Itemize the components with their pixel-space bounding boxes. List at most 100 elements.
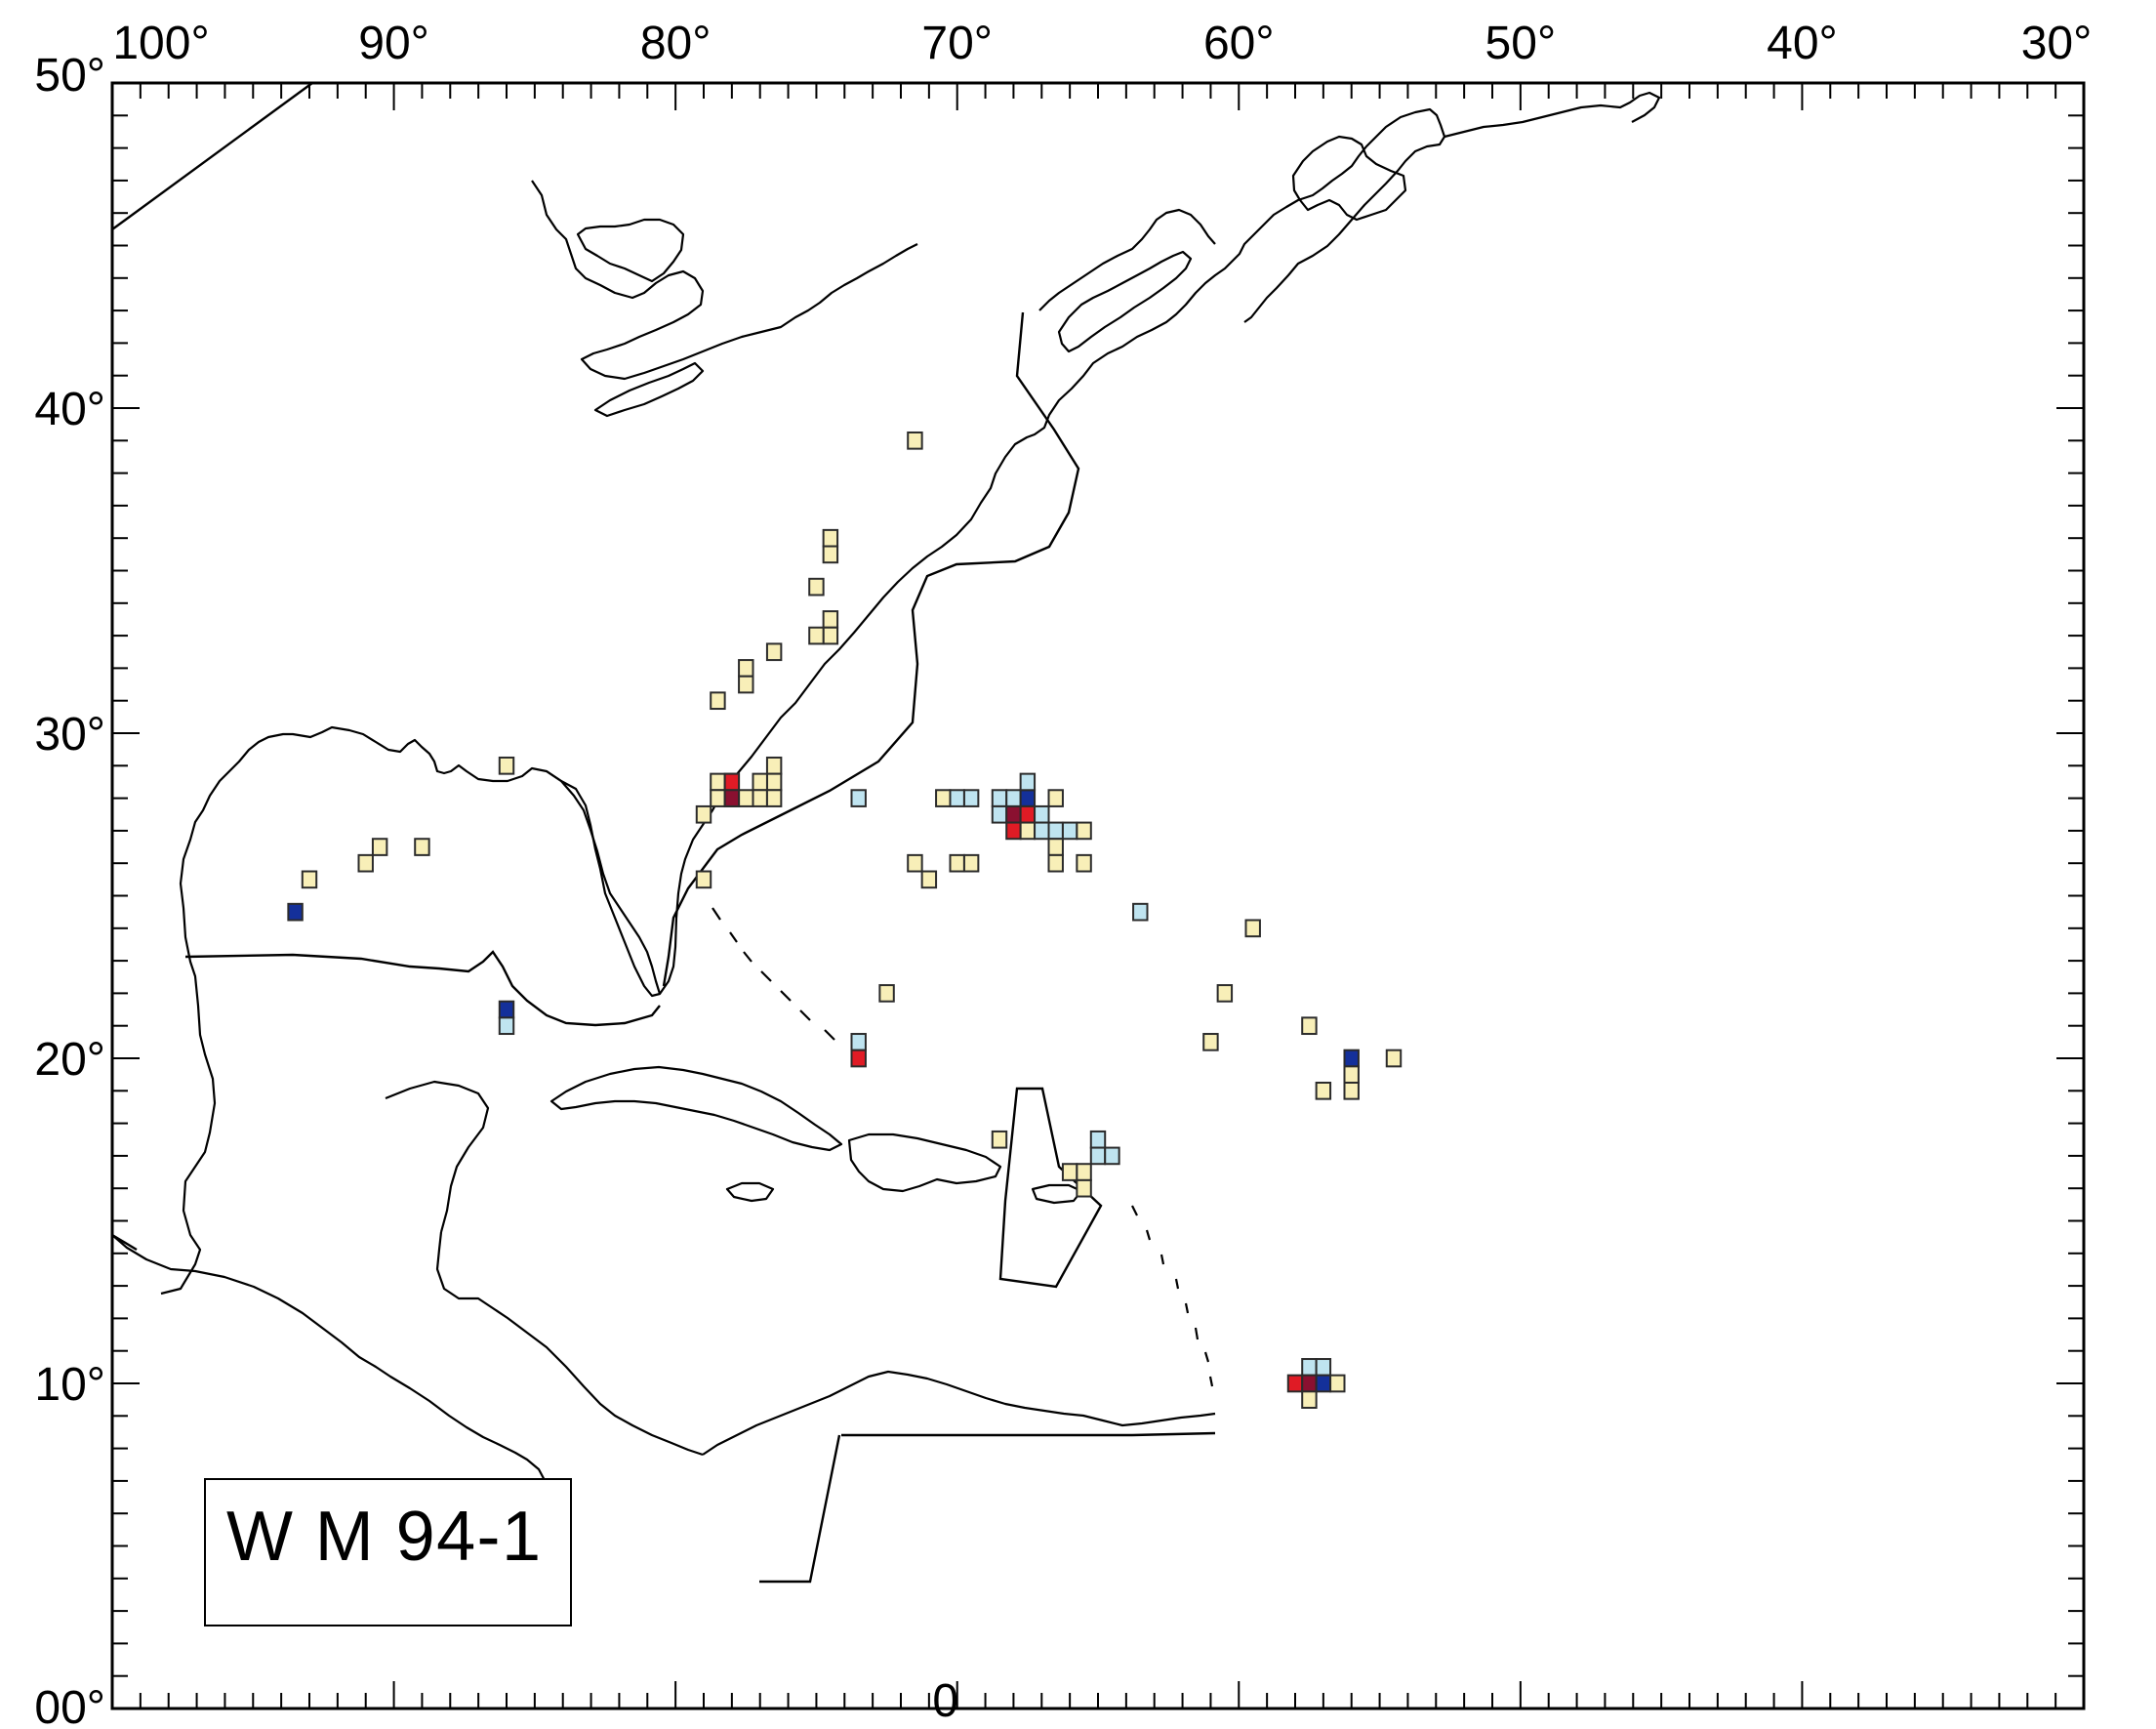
observation-cell — [949, 853, 965, 873]
observation-cell — [710, 691, 726, 711]
latitude-label: 50° — [34, 50, 105, 102]
longitude-label: 90° — [358, 18, 429, 69]
observation-cell — [920, 870, 938, 889]
observation-cell — [498, 1000, 515, 1019]
observation-cell — [765, 772, 783, 792]
latitude-label: 20° — [34, 1034, 105, 1086]
observation-cell — [1315, 1081, 1332, 1100]
lesser-antilles — [1131, 1205, 1214, 1387]
observation-cell — [1047, 821, 1064, 841]
observation-cell — [1019, 821, 1037, 841]
longitude-label: 60° — [1203, 18, 1275, 69]
lake-huron-outline — [576, 218, 685, 283]
puerto-rico-boundary — [998, 1087, 1103, 1289]
latitude-label: 40° — [34, 384, 105, 435]
longitude-label: 30° — [2021, 18, 2093, 69]
observation-cell — [1301, 1016, 1318, 1036]
legend-box — [204, 1478, 572, 1626]
observation-cell — [1034, 804, 1050, 824]
observation-cell — [822, 528, 839, 548]
observation-cell — [371, 838, 388, 856]
latitude-labels: 50° 40° 30° 20° 10° 00° — [34, 50, 105, 1729]
observation-cell — [1076, 821, 1092, 841]
observation-cell — [1089, 1130, 1107, 1149]
observation-cell — [1061, 1163, 1078, 1181]
observation-cell — [949, 789, 965, 807]
longitude-label: 50° — [1485, 18, 1557, 69]
observation-cell — [752, 772, 768, 792]
observation-cell — [1385, 1049, 1403, 1068]
observation-cell — [1343, 1065, 1360, 1084]
caribbean-south-boundary — [841, 1431, 1216, 1437]
observation-cell — [1343, 1081, 1360, 1100]
observation-cell — [991, 789, 1008, 807]
florida-coastline — [546, 770, 662, 995]
observation-cell — [1076, 1178, 1092, 1198]
observation-cell — [301, 870, 318, 889]
observation-cell — [1315, 1358, 1332, 1377]
yucatan-coastline — [385, 1080, 490, 1233]
observation-cell — [765, 789, 783, 807]
observation-cell — [991, 1130, 1008, 1149]
gulf-st-lawrence-coast — [1038, 208, 1216, 311]
observation-cell — [738, 675, 754, 694]
south-america-north-coast — [702, 1370, 1216, 1456]
observation-cell — [822, 545, 839, 564]
legend-label: W M 94-1 — [226, 1498, 541, 1576]
map-frame — [110, 81, 2086, 1710]
observation-cell — [907, 853, 923, 873]
observation-cell — [287, 902, 304, 922]
observation-cell — [1301, 1358, 1318, 1377]
observation-cell — [695, 870, 712, 889]
observation-cell — [1329, 1374, 1346, 1393]
observation-cell — [808, 626, 825, 645]
observation-cell — [962, 789, 980, 807]
observation-cell — [498, 756, 515, 775]
latitude-label: 00° — [34, 1682, 105, 1729]
observation-cell — [765, 756, 783, 775]
pacific-boundary — [111, 1233, 138, 1252]
observation-cell — [850, 789, 867, 807]
cuba-coastline — [549, 1065, 843, 1152]
observation-cell — [1216, 984, 1234, 1003]
observation-cell — [1343, 1049, 1360, 1068]
jamaica-coastline — [725, 1181, 775, 1203]
observation-cell — [1034, 821, 1050, 841]
observation-cell — [1244, 919, 1261, 938]
observation-cell — [1061, 821, 1078, 841]
observation-cell — [1019, 804, 1037, 824]
observation-cell — [1019, 789, 1037, 807]
observation-cell — [498, 1016, 515, 1036]
central-america-coastline — [111, 1234, 565, 1504]
observation-cell — [1047, 838, 1064, 856]
observation-cell — [710, 772, 726, 792]
observation-cells — [287, 431, 1403, 1409]
observation-cell — [1005, 789, 1022, 807]
bahamas-islands — [712, 907, 835, 1041]
atlantic-boundary-line — [662, 311, 1080, 987]
observation-cell — [850, 1049, 867, 1068]
observation-cell — [962, 853, 980, 873]
observation-cell — [1315, 1374, 1332, 1393]
observation-cell — [935, 789, 952, 807]
observation-cell — [1301, 1390, 1318, 1409]
observation-cell — [723, 789, 741, 807]
observation-cell — [1286, 1374, 1304, 1393]
observation-cell — [1301, 1374, 1318, 1393]
observation-cell — [752, 789, 768, 807]
observation-cell — [723, 772, 741, 792]
observation-cell — [850, 1033, 867, 1051]
panama-boundary — [759, 1434, 841, 1584]
latitude-label: 10° — [34, 1359, 105, 1411]
boundary-lines — [111, 82, 1216, 1584]
longitude-label: 100° — [112, 18, 209, 69]
observation-cell — [1005, 804, 1022, 824]
observation-cell — [710, 789, 726, 807]
longitude-labels: 100° 90° 80° 70° 60° 50° 40° 30° — [112, 18, 2092, 69]
hispaniola-coastline — [847, 1132, 1002, 1193]
observation-cell — [822, 626, 839, 645]
observation-cell — [1019, 772, 1037, 792]
observation-cell — [1047, 853, 1064, 873]
nova-scotia-coastline — [1057, 250, 1193, 353]
